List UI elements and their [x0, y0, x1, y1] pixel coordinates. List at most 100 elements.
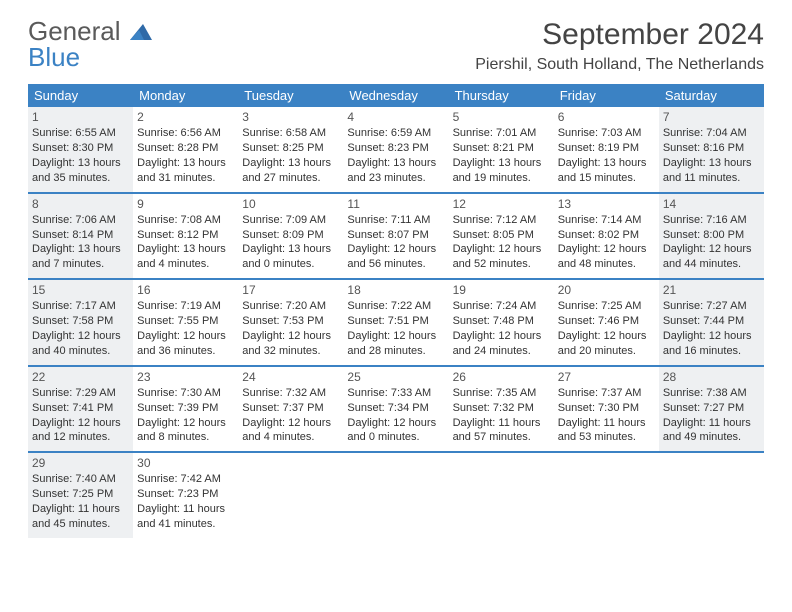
day-daylight-l1: Daylight: 13 hours	[242, 156, 339, 171]
day-daylight-l1: Daylight: 12 hours	[137, 329, 234, 344]
day-sunrise: Sunrise: 7:30 AM	[137, 386, 234, 401]
logo-triangle-icon	[130, 16, 152, 46]
day-sunrise: Sunrise: 7:37 AM	[558, 386, 655, 401]
day-daylight-l2: and 23 minutes.	[347, 171, 444, 186]
day-number: 7	[663, 109, 760, 125]
logo-line2: Blue	[28, 42, 80, 72]
day-sunrise: Sunrise: 7:01 AM	[453, 126, 550, 141]
day-number: 14	[663, 196, 760, 212]
day-daylight-l1: Daylight: 12 hours	[242, 416, 339, 431]
day-number: 21	[663, 282, 760, 298]
day-number: 18	[347, 282, 444, 298]
day-daylight-l2: and 52 minutes.	[453, 257, 550, 272]
header: General Blue September 2024 Piershil, So…	[28, 18, 764, 74]
day-sunset: Sunset: 8:00 PM	[663, 228, 760, 243]
week-row: 8Sunrise: 7:06 AMSunset: 8:14 PMDaylight…	[28, 194, 764, 281]
day-sunset: Sunset: 7:53 PM	[242, 314, 339, 329]
week-row: 22Sunrise: 7:29 AMSunset: 7:41 PMDayligh…	[28, 367, 764, 454]
day-daylight-l1: Daylight: 11 hours	[558, 416, 655, 431]
month-title: September 2024	[475, 18, 764, 52]
day-cell: 18Sunrise: 7:22 AMSunset: 7:51 PMDayligh…	[343, 280, 448, 365]
day-daylight-l1: Daylight: 12 hours	[347, 329, 444, 344]
day-cell: 12Sunrise: 7:12 AMSunset: 8:05 PMDayligh…	[449, 194, 554, 279]
day-sunrise: Sunrise: 6:55 AM	[32, 126, 129, 141]
weekday-cell: Wednesday	[343, 84, 448, 107]
day-sunrise: Sunrise: 7:32 AM	[242, 386, 339, 401]
day-sunset: Sunset: 8:05 PM	[453, 228, 550, 243]
day-sunrise: Sunrise: 7:22 AM	[347, 299, 444, 314]
day-daylight-l1: Daylight: 12 hours	[347, 242, 444, 257]
day-daylight-l1: Daylight: 13 hours	[242, 242, 339, 257]
day-sunrise: Sunrise: 7:17 AM	[32, 299, 129, 314]
day-sunrise: Sunrise: 7:42 AM	[137, 472, 234, 487]
weekday-cell: Monday	[133, 84, 238, 107]
day-cell: 19Sunrise: 7:24 AMSunset: 7:48 PMDayligh…	[449, 280, 554, 365]
day-sunrise: Sunrise: 7:08 AM	[137, 213, 234, 228]
location: Piershil, South Holland, The Netherlands	[475, 56, 764, 74]
day-daylight-l2: and 16 minutes.	[663, 344, 760, 359]
day-number: 2	[137, 109, 234, 125]
day-sunrise: Sunrise: 7:25 AM	[558, 299, 655, 314]
day-daylight-l1: Daylight: 13 hours	[137, 242, 234, 257]
logo: General Blue	[28, 18, 152, 70]
day-sunset: Sunset: 8:25 PM	[242, 141, 339, 156]
day-daylight-l2: and 12 minutes.	[32, 430, 129, 445]
day-daylight-l1: Daylight: 12 hours	[558, 242, 655, 257]
day-daylight-l2: and 48 minutes.	[558, 257, 655, 272]
day-daylight-l1: Daylight: 11 hours	[32, 502, 129, 517]
day-sunset: Sunset: 7:39 PM	[137, 401, 234, 416]
day-sunrise: Sunrise: 7:09 AM	[242, 213, 339, 228]
day-daylight-l2: and 36 minutes.	[137, 344, 234, 359]
day-cell: 13Sunrise: 7:14 AMSunset: 8:02 PMDayligh…	[554, 194, 659, 279]
day-cell: 5Sunrise: 7:01 AMSunset: 8:21 PMDaylight…	[449, 107, 554, 192]
day-cell: 11Sunrise: 7:11 AMSunset: 8:07 PMDayligh…	[343, 194, 448, 279]
day-sunset: Sunset: 7:44 PM	[663, 314, 760, 329]
day-sunrise: Sunrise: 7:29 AM	[32, 386, 129, 401]
day-sunset: Sunset: 7:25 PM	[32, 487, 129, 502]
day-number: 19	[453, 282, 550, 298]
day-sunset: Sunset: 7:34 PM	[347, 401, 444, 416]
day-daylight-l1: Daylight: 13 hours	[347, 156, 444, 171]
day-sunrise: Sunrise: 7:20 AM	[242, 299, 339, 314]
day-daylight-l2: and 44 minutes.	[663, 257, 760, 272]
day-sunset: Sunset: 8:23 PM	[347, 141, 444, 156]
day-sunrise: Sunrise: 7:03 AM	[558, 126, 655, 141]
day-daylight-l1: Daylight: 12 hours	[663, 329, 760, 344]
day-sunrise: Sunrise: 7:14 AM	[558, 213, 655, 228]
day-daylight-l1: Daylight: 13 hours	[137, 156, 234, 171]
day-daylight-l2: and 0 minutes.	[347, 430, 444, 445]
day-cell: 15Sunrise: 7:17 AMSunset: 7:58 PMDayligh…	[28, 280, 133, 365]
day-sunrise: Sunrise: 7:27 AM	[663, 299, 760, 314]
day-daylight-l2: and 20 minutes.	[558, 344, 655, 359]
day-daylight-l1: Daylight: 12 hours	[137, 416, 234, 431]
day-daylight-l1: Daylight: 12 hours	[242, 329, 339, 344]
day-daylight-l1: Daylight: 12 hours	[453, 242, 550, 257]
day-cell: 25Sunrise: 7:33 AMSunset: 7:34 PMDayligh…	[343, 367, 448, 452]
day-daylight-l2: and 4 minutes.	[137, 257, 234, 272]
week-row: 15Sunrise: 7:17 AMSunset: 7:58 PMDayligh…	[28, 280, 764, 367]
day-cell-empty	[449, 453, 554, 538]
weekday-cell: Tuesday	[238, 84, 343, 107]
day-daylight-l1: Daylight: 11 hours	[663, 416, 760, 431]
day-sunset: Sunset: 8:02 PM	[558, 228, 655, 243]
day-sunset: Sunset: 7:23 PM	[137, 487, 234, 502]
day-sunrise: Sunrise: 7:06 AM	[32, 213, 129, 228]
day-cell: 22Sunrise: 7:29 AMSunset: 7:41 PMDayligh…	[28, 367, 133, 452]
day-daylight-l2: and 41 minutes.	[137, 517, 234, 532]
day-cell: 4Sunrise: 6:59 AMSunset: 8:23 PMDaylight…	[343, 107, 448, 192]
day-daylight-l1: Daylight: 11 hours	[137, 502, 234, 517]
day-daylight-l2: and 35 minutes.	[32, 171, 129, 186]
day-cell: 20Sunrise: 7:25 AMSunset: 7:46 PMDayligh…	[554, 280, 659, 365]
day-daylight-l2: and 27 minutes.	[242, 171, 339, 186]
weekday-cell: Saturday	[659, 84, 764, 107]
day-cell: 7Sunrise: 7:04 AMSunset: 8:16 PMDaylight…	[659, 107, 764, 192]
day-number: 29	[32, 455, 129, 471]
day-sunrise: Sunrise: 7:33 AM	[347, 386, 444, 401]
day-sunset: Sunset: 7:55 PM	[137, 314, 234, 329]
day-daylight-l2: and 56 minutes.	[347, 257, 444, 272]
day-number: 22	[32, 369, 129, 385]
day-sunset: Sunset: 8:12 PM	[137, 228, 234, 243]
day-cell: 9Sunrise: 7:08 AMSunset: 8:12 PMDaylight…	[133, 194, 238, 279]
day-number: 12	[453, 196, 550, 212]
day-daylight-l1: Daylight: 12 hours	[32, 329, 129, 344]
